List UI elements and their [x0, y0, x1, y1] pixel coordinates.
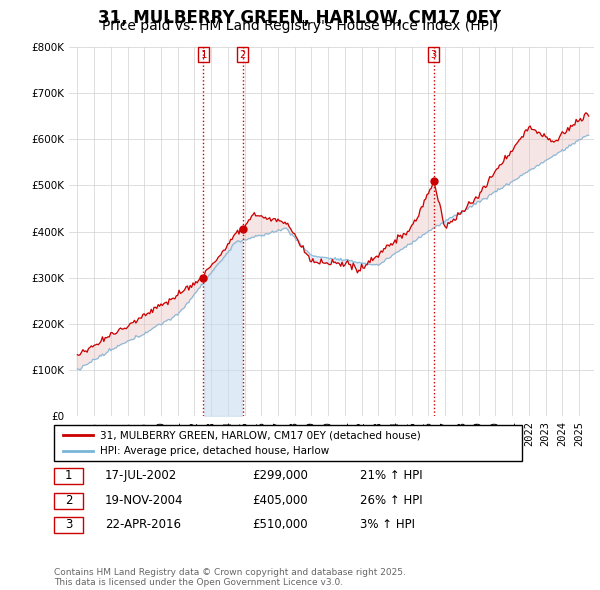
Text: 1: 1: [65, 469, 72, 483]
Text: 1: 1: [200, 50, 206, 60]
Text: 17-JUL-2002: 17-JUL-2002: [105, 469, 177, 483]
Text: 2: 2: [239, 50, 246, 60]
Text: 3: 3: [431, 50, 437, 60]
Text: £299,000: £299,000: [252, 469, 308, 483]
Text: 22-APR-2016: 22-APR-2016: [105, 518, 181, 532]
Text: 21% ↑ HPI: 21% ↑ HPI: [360, 469, 422, 483]
Text: £405,000: £405,000: [252, 494, 308, 507]
Text: HPI: Average price, detached house, Harlow: HPI: Average price, detached house, Harl…: [100, 446, 329, 456]
Text: 31, MULBERRY GREEN, HARLOW, CM17 0EY (detached house): 31, MULBERRY GREEN, HARLOW, CM17 0EY (de…: [100, 430, 421, 440]
Text: 31, MULBERRY GREEN, HARLOW, CM17 0EY: 31, MULBERRY GREEN, HARLOW, CM17 0EY: [98, 9, 502, 27]
Text: 19-NOV-2004: 19-NOV-2004: [105, 494, 184, 507]
Text: £510,000: £510,000: [252, 518, 308, 532]
Text: 2: 2: [65, 494, 72, 507]
Text: Price paid vs. HM Land Registry's House Price Index (HPI): Price paid vs. HM Land Registry's House …: [102, 19, 498, 34]
Text: 3: 3: [65, 518, 72, 532]
Text: 3% ↑ HPI: 3% ↑ HPI: [360, 518, 415, 532]
Text: 26% ↑ HPI: 26% ↑ HPI: [360, 494, 422, 507]
Text: Contains HM Land Registry data © Crown copyright and database right 2025.
This d: Contains HM Land Registry data © Crown c…: [54, 568, 406, 587]
